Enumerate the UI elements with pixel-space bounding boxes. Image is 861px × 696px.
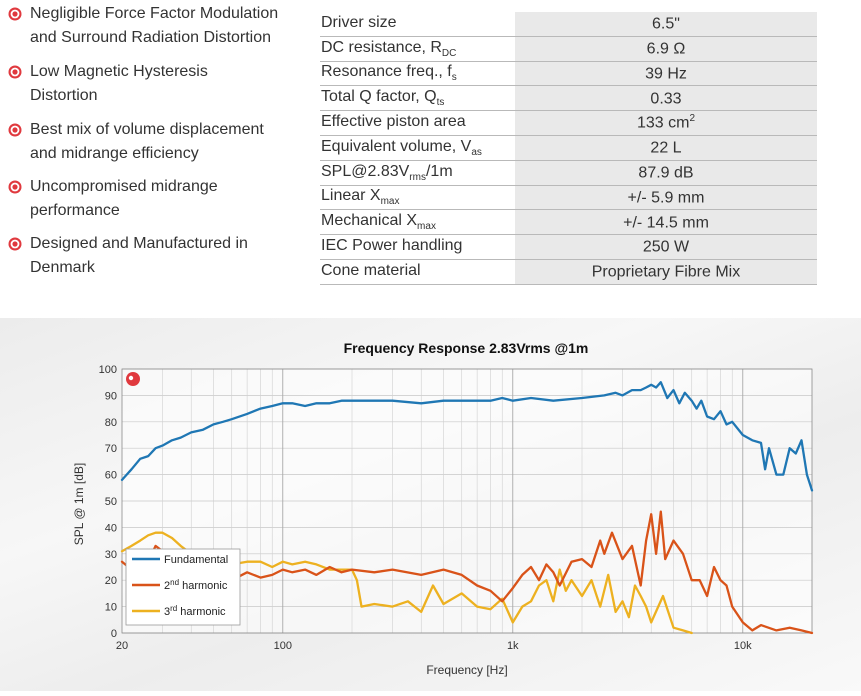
x-tick-label: 10k [734,640,752,652]
spec-label: DC resistance, RDC [320,36,515,62]
chart-xlabel: Frequency [Hz] [426,663,507,677]
y-tick-label: 10 [105,602,117,614]
feature-item: Uncompromised midrange performance [8,175,318,223]
spec-label: Resonance freq., fs [320,61,515,87]
spec-value: 6.9 Ω [515,36,817,62]
spec-label: Total Q factor, Qts [320,85,515,112]
y-tick-label: 90 [105,390,117,402]
feature-line-2: and Surround Radiation Distortion [30,29,272,46]
spec-row: Cone material Proprietary Fibre Mix [320,259,817,285]
series-line-0 [120,381,814,492]
feature-line-1: Negligible Force Factor Modulation [30,5,279,22]
feature-item: Low Magnetic Hysteresis Distortion [8,60,318,108]
chart-legend: Fundamental 2nd harmonic 3rd harmonic [125,548,241,626]
target-icon [8,237,22,251]
y-tick-label: 100 [99,364,117,376]
spec-value: +/- 5.9 mm [515,185,817,211]
legend-entry: Fundamental [164,554,228,566]
spec-value: 87.9 dB [515,160,817,186]
spec-label: Equivalent volume, Vas [320,135,515,161]
spec-label: Effective piston area [320,110,515,136]
spec-row: DC resistance, RDC 6.9 Ω [320,36,817,62]
x-tick-label: 20 [116,640,128,652]
frequency-response-chart: Frequency Response 2.83Vrms @1m SPL @ 1m… [72,340,814,677]
y-tick-label: 30 [105,549,117,561]
feature-item: Negligible Force Factor Modulation and Su… [8,2,318,50]
x-tick-label: 1k [507,640,519,652]
spec-row: Driver size 6.5" [320,12,817,37]
feature-item: Designed and Manufactured in Denmark [8,232,318,280]
y-tick-label: 60 [105,470,117,482]
y-tick-label: 50 [105,496,117,508]
spec-value: 250 W [515,234,817,260]
chart-panel: Frequency Response 2.83Vrms @1m SPL @ 1m… [0,318,861,691]
target-icon [8,65,22,79]
brand-logo-icon [126,372,140,386]
spec-row: Total Q factor, Qts 0.33 [320,85,817,112]
spec-label: Driver size [320,12,515,37]
spec-label: Mechanical Xmax [320,209,515,236]
spec-value: 133 cm2 [515,110,817,136]
spec-label: SPL@2.83Vrms/1m [320,160,515,186]
target-icon [8,123,22,137]
legend-entry: 2nd harmonic [164,578,228,592]
chart-title: Frequency Response 2.83Vrms @1m [344,340,589,356]
feature-line-2: and midrange efficiency [30,145,199,162]
spec-value: 39 Hz [515,61,817,87]
spec-row: Equivalent volume, Vas 22 L [320,135,817,161]
x-tick-label: 100 [274,640,292,652]
feature-line-1: Low Magnetic Hysteresis [30,63,208,80]
chart-ylabel: SPL @ 1m [dB] [72,463,86,545]
spec-row: Resonance freq., fs 39 Hz [320,61,817,87]
feature-line-1: Best mix of volume displacement [30,121,264,138]
spec-label: IEC Power handling [320,234,515,260]
feature-item: Best mix of volume displacement and midra… [8,118,318,166]
legend-entry: 3rd harmonic [164,604,226,618]
y-tick-label: 70 [105,443,117,455]
y-tick-label: 80 [105,417,117,429]
spec-label: Linear Xmax [320,185,515,211]
y-tick-label: 40 [105,522,117,534]
spec-value: Proprietary Fibre Mix [515,259,817,285]
spec-value: 22 L [515,135,817,161]
spec-row: SPL@2.83Vrms/1m 87.9 dB [320,160,817,186]
spec-row: Effective piston area 133 cm2 [320,110,817,136]
spec-section: Negligible Force Factor Modulation and Su… [0,0,861,300]
spec-row: Linear Xmax +/- 5.9 mm [320,185,817,211]
legend-box [125,548,241,626]
y-tick-label: 0 [111,628,117,640]
feature-line-1: Designed and Manufactured in [30,235,248,252]
feature-line-2: Denmark [30,259,95,276]
spec-row: IEC Power handling 250 W [320,234,817,260]
brand-logo-dot [128,375,134,381]
spec-label: Cone material [320,259,515,285]
plot-frame [121,368,813,634]
spec-value: 6.5" [515,12,817,37]
spec-value: 0.33 [515,85,817,112]
spec-row: Mechanical Xmax +/- 14.5 mm [320,209,817,236]
feature-line-1: Uncompromised midrange [30,178,218,195]
y-tick-label: 20 [105,575,117,587]
feature-line-2: Distortion [30,87,98,104]
target-icon [8,7,22,21]
spec-table: Driver size 6.5" DC resistance, RDC 6.9 Ω Re… [320,12,817,285]
target-icon [8,180,22,194]
spec-value: +/- 14.5 mm [515,209,817,236]
feature-line-2: performance [30,202,120,219]
